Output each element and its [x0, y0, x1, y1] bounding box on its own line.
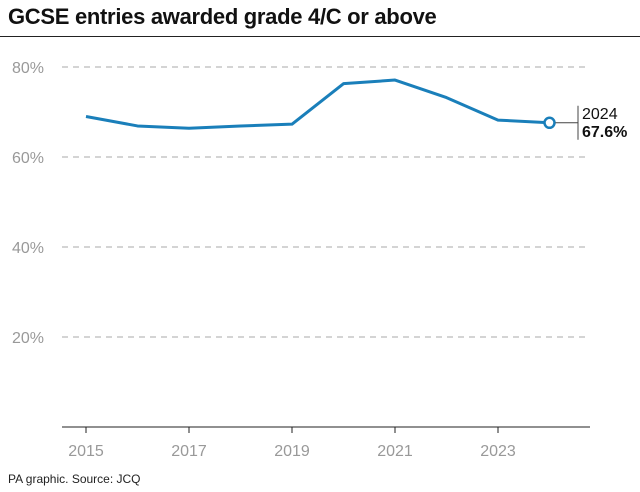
y-tick-label: 80% [12, 60, 44, 77]
title-rule [0, 36, 640, 37]
annotation-year: 2024 [582, 106, 618, 123]
series-line [85, 78, 550, 130]
x-tick-label: 2019 [274, 443, 310, 460]
chart-title: GCSE entries awarded grade 4/C or above [8, 4, 437, 29]
y-tick-label: 60% [12, 150, 44, 167]
y-tick-label: 40% [12, 240, 44, 257]
last-point-marker [543, 116, 556, 130]
x-tick-label: 2021 [377, 443, 413, 460]
y-tick-label: 20% [12, 330, 44, 347]
x-tick-label: 2015 [68, 443, 104, 460]
source-note: PA graphic. Source: JCQ [8, 472, 141, 486]
x-tick-label: 2017 [171, 443, 207, 460]
x-tick-label: 2023 [480, 443, 516, 460]
annotation-value: 67.6% [582, 124, 627, 141]
